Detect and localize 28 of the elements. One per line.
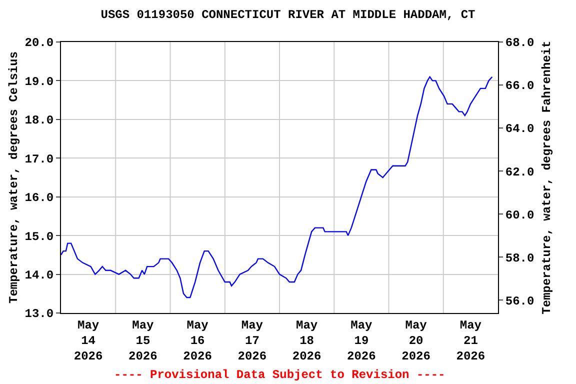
y2-axis-title: Temperature, water, degrees Fahrenheit <box>540 40 554 314</box>
y2-tick-label: 56.0 <box>505 294 534 308</box>
y-tick-label: 15.0 <box>24 230 54 244</box>
line-series <box>61 76 493 298</box>
x-tick-label: May 21 2026 <box>456 318 486 364</box>
y2-tick-label: 68.0 <box>505 36 534 50</box>
y2-tick-label: 66.0 <box>505 79 534 94</box>
x-tick-label: May 18 2026 <box>292 318 322 364</box>
x-tick-label: May 19 2026 <box>347 318 376 364</box>
text: ---- Provisional Data Subject to Revision ---- <box>114 368 446 382</box>
y-tick-label: 16.0 <box>24 191 54 206</box>
y2-tick-label: 62.0 <box>505 165 534 180</box>
y2-tick-label: 64.0 <box>505 122 534 136</box>
x-tick-label: May 20 2026 <box>402 318 430 364</box>
y-tick-label: 18.0 <box>24 114 54 128</box>
x-tick-label: May 15 2026 <box>128 318 158 364</box>
y-tick-label: 20.0 <box>24 36 54 50</box>
y-tick-label: 19.0 <box>24 74 54 89</box>
y-axis-title: Temperature, water, degrees Celsius <box>7 51 22 304</box>
y-tick-label: 17.0 <box>24 152 54 166</box>
chart-title: USGS 01193050 CONNECTICUT RIVER AT MIDDLE HADDAM, CT <box>100 8 476 22</box>
y-tick-label: 13.0 <box>24 307 54 322</box>
y2-tick-label: 60.0 <box>505 208 534 222</box>
y-tick-label: 14.0 <box>24 268 54 282</box>
x-tick-label: May 17 2026 <box>238 318 267 364</box>
x-tick-label: May 14 2026 <box>74 318 103 364</box>
y2-tick-label: 58.0 <box>505 251 534 266</box>
x-tick-label: May 16 2026 <box>183 318 212 364</box>
